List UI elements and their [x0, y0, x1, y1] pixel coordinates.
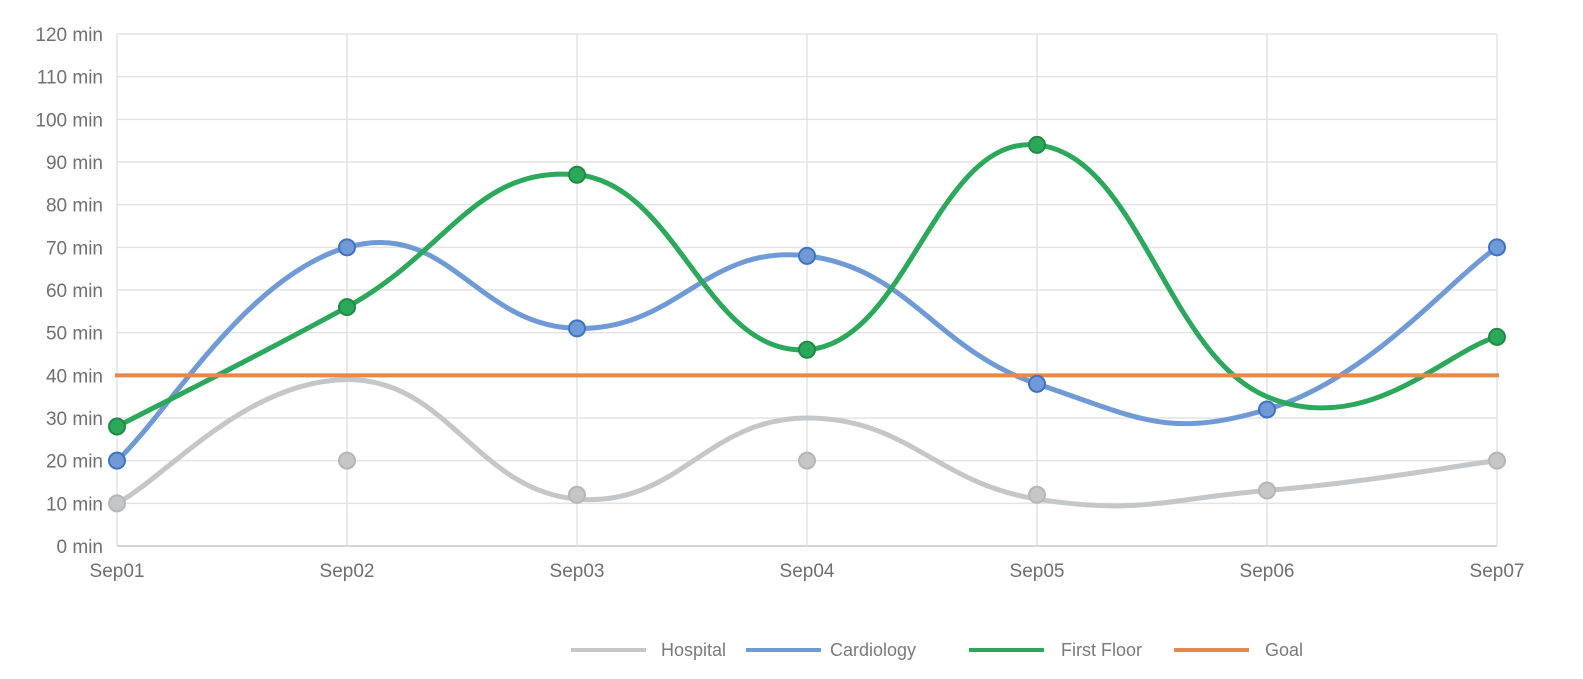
x-tick-label: Sep06	[1240, 561, 1295, 582]
legend-label-goal: Goal	[1265, 640, 1303, 660]
data-point-first-floor	[338, 298, 356, 317]
y-tick-label: 110 min	[37, 68, 103, 89]
data-point-cardiology	[108, 451, 126, 470]
data-point-cardiology	[1258, 400, 1276, 419]
x-tick-label: Sep02	[320, 561, 375, 582]
data-point-cardiology	[1028, 374, 1046, 393]
y-tick-label: 20 min	[46, 452, 103, 473]
x-axis-ticks: Sep01 Sep02 Sep03 Sep04 Sep05 Sep06 Sep07	[90, 561, 1525, 582]
x-tick-label: Sep04	[780, 561, 835, 582]
data-point-hospital	[1028, 485, 1046, 504]
y-tick-label: 100 min	[35, 110, 103, 131]
y-tick-label: 0 min	[57, 537, 103, 558]
legend-label-first-floor: First Floor	[1061, 640, 1142, 660]
y-tick-label: 50 min	[46, 324, 103, 345]
y-tick-label: 30 min	[46, 409, 103, 430]
y-tick-label: 10 min	[46, 494, 103, 515]
y-tick-label: 60 min	[46, 281, 103, 302]
y-tick-label: 40 min	[46, 366, 103, 387]
data-point-first-floor	[798, 340, 816, 359]
legend-label-cardiology: Cardiology	[830, 640, 916, 660]
series-line-first-floor	[114, 142, 1500, 430]
y-axis-ticks: 0 min 10 min 20 min 30 min 40 min 50 min 60 mi…	[35, 25, 103, 558]
data-point-hospital	[1258, 481, 1276, 500]
y-tick-label: 70 min	[46, 238, 103, 259]
series-markers	[108, 135, 1506, 513]
data-point-first-floor	[1028, 135, 1046, 154]
data-point-cardiology	[1488, 238, 1506, 257]
y-tick-label: 120 min	[35, 25, 103, 46]
data-point-hospital	[1488, 451, 1506, 470]
x-tick-label: Sep05	[1010, 561, 1065, 582]
data-point-cardiology	[568, 319, 586, 338]
x-tick-label: Sep03	[550, 561, 605, 582]
data-point-first-floor	[1488, 327, 1506, 346]
data-point-hospital	[798, 451, 816, 470]
data-point-cardiology	[338, 238, 356, 257]
legend-label-hospital: Hospital	[661, 640, 726, 660]
legend: Hospital Cardiology First Floor Goal	[571, 640, 1303, 660]
y-tick-label: 80 min	[46, 196, 103, 217]
data-point-hospital	[338, 451, 356, 470]
data-point-first-floor	[568, 165, 586, 184]
data-point-cardiology	[798, 246, 816, 265]
data-point-first-floor	[108, 417, 126, 436]
y-tick-label: 90 min	[46, 153, 103, 174]
x-tick-label: Sep01	[90, 561, 145, 582]
x-tick-label: Sep07	[1470, 561, 1525, 582]
data-point-hospital	[108, 494, 126, 513]
data-point-hospital	[568, 485, 586, 504]
